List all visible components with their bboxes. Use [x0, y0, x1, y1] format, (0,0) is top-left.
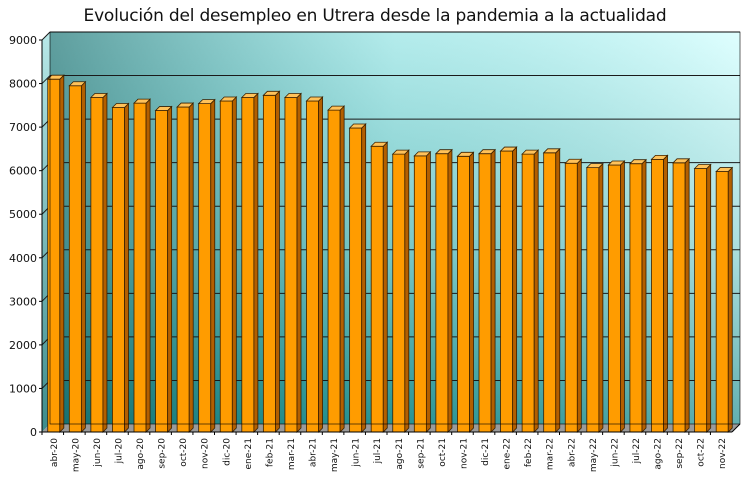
bar [456, 151, 475, 433]
bar [693, 163, 712, 433]
x-tick-label: ene-21 [244, 438, 254, 469]
x-tick-label: ago-22 [654, 438, 664, 470]
bar [672, 157, 691, 433]
x-tick-label: may-20 [71, 438, 81, 472]
x-tick-label: may-21 [330, 438, 340, 472]
bar [650, 154, 669, 433]
y-axis-ticks: 0 1000 2000 3000 4000 5000 6000 7000 8000 9000 [9, 34, 42, 439]
x-tick-label: nov-21 [459, 438, 469, 469]
x-tick-label: abr-22 [567, 438, 577, 467]
x-tick-label: feb-22 [524, 438, 534, 467]
x-tick-label: ago-21 [395, 438, 405, 470]
bar [413, 150, 432, 433]
bar [607, 160, 626, 433]
bar [391, 149, 410, 433]
bar [240, 92, 259, 433]
bar [133, 98, 152, 433]
y-tick-label: 0 [30, 426, 37, 439]
bar [197, 98, 216, 433]
bar [111, 102, 130, 433]
y-tick-label: 1000 [9, 382, 37, 395]
y-tick-label: 4000 [9, 252, 37, 265]
x-tick-label: ago-20 [136, 438, 146, 470]
x-tick-label: oct-22 [697, 438, 707, 467]
bar [628, 158, 647, 433]
x-tick-label: mar-21 [287, 438, 297, 470]
x-tick-label: dic-20 [222, 438, 232, 466]
bar [499, 146, 518, 433]
y-tick-label: 8000 [9, 78, 37, 91]
y-tick-label: 2000 [9, 339, 37, 352]
chart-title: Evolución del desempleo en Utrera desde … [83, 6, 667, 26]
y-tick-label: 5000 [9, 208, 37, 221]
bar [262, 90, 281, 433]
bar [348, 123, 367, 433]
x-axis-ticks: abr-20 may-20 jun-20 jul-20 ago-20 sep-20 oct-… [41, 432, 728, 472]
bar [434, 148, 453, 433]
y-tick-label: 7000 [9, 121, 37, 134]
x-tick-label: ene-22 [503, 438, 513, 469]
x-tick-label: jun-22 [610, 438, 620, 468]
bar [283, 92, 302, 433]
x-tick-label: sep-22 [675, 438, 685, 469]
floor-edge [731, 423, 741, 433]
x-tick-label: jun-21 [352, 438, 362, 468]
gridline-diagonal [41, 31, 51, 41]
bar [68, 80, 87, 433]
bar [478, 148, 497, 433]
bar [715, 166, 734, 433]
x-tick-label: may-22 [589, 438, 599, 472]
x-tick-label: jul-21 [373, 438, 383, 464]
x-tick-label: abr-20 [50, 438, 60, 467]
x-tick-label: feb-21 [265, 438, 275, 467]
bar [564, 158, 583, 433]
x-tick-label: nov-20 [201, 438, 211, 469]
x-tick-label: mar-22 [546, 438, 556, 470]
y-tick-label: 3000 [9, 295, 37, 308]
bar [46, 74, 65, 433]
gridline-diagonal [41, 75, 51, 84]
x-tick-label: abr-21 [309, 438, 319, 467]
x-tick-label: dic-21 [481, 438, 491, 466]
y-tick-label: 9000 [9, 34, 37, 47]
bar [219, 96, 238, 433]
bar [585, 162, 604, 433]
bar [154, 105, 173, 433]
bar [327, 105, 346, 433]
x-tick-label: oct-20 [179, 438, 189, 467]
x-tick-label: jun-20 [93, 438, 103, 468]
bars [46, 74, 734, 433]
bar [521, 149, 540, 433]
x-tick-label: jul-22 [632, 438, 642, 464]
bar [542, 147, 561, 433]
x-tick-label: oct-21 [438, 438, 448, 467]
bar [305, 96, 324, 433]
x-tick-label: sep-20 [158, 438, 168, 469]
plot-frame [49, 31, 741, 425]
x-tick-label: sep-21 [416, 438, 426, 469]
bar [89, 92, 108, 433]
y-tick-label: 6000 [9, 165, 37, 178]
x-tick-label: nov-22 [718, 438, 728, 469]
bar [370, 141, 389, 433]
x-tick-label: jul-20 [114, 438, 124, 465]
bar [176, 102, 195, 433]
